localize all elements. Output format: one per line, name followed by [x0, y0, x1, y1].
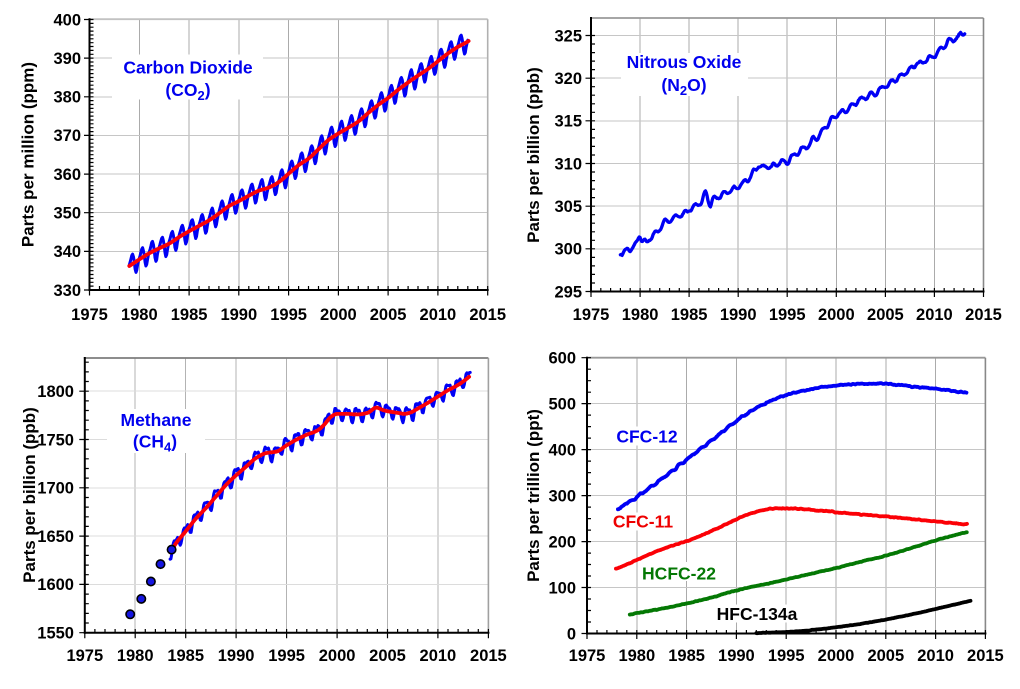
- svg-text:1985: 1985: [671, 306, 708, 324]
- svg-text:2005: 2005: [370, 306, 407, 324]
- svg-text:1980: 1980: [622, 306, 659, 324]
- svg-text:340: 340: [53, 243, 81, 261]
- svg-text:330: 330: [53, 282, 81, 300]
- svg-text:Parts per billion (ppb): Parts per billion (ppb): [524, 67, 543, 243]
- svg-text:400: 400: [53, 11, 81, 29]
- svg-text:1990: 1990: [718, 647, 755, 665]
- svg-text:2000: 2000: [818, 647, 855, 665]
- svg-text:500: 500: [548, 395, 576, 413]
- svg-text:350: 350: [53, 205, 81, 223]
- svg-text:2010: 2010: [916, 306, 953, 324]
- svg-text:Parts per trillion (ppt): Parts per trillion (ppt): [524, 409, 543, 582]
- svg-text:2015: 2015: [470, 647, 507, 665]
- svg-text:360: 360: [53, 166, 81, 184]
- svg-text:2015: 2015: [469, 306, 506, 324]
- svg-text:1980: 1980: [117, 647, 154, 665]
- svg-text:Carbon Dioxide: Carbon Dioxide: [123, 58, 253, 78]
- svg-text:310: 310: [554, 155, 582, 173]
- svg-text:1995: 1995: [769, 306, 806, 324]
- svg-text:CFC-11: CFC-11: [613, 512, 674, 532]
- svg-text:200: 200: [548, 533, 576, 551]
- svg-text:1975: 1975: [569, 647, 606, 665]
- svg-text:2000: 2000: [319, 647, 356, 665]
- svg-text:Parts per million (ppm): Parts per million (ppm): [19, 62, 38, 247]
- svg-text:(CO2): (CO2): [165, 80, 210, 103]
- svg-text:2000: 2000: [320, 306, 357, 324]
- svg-text:1995: 1995: [268, 647, 305, 665]
- svg-text:1975: 1975: [71, 306, 108, 324]
- svg-text:1600: 1600: [37, 576, 74, 594]
- svg-text:2010: 2010: [917, 647, 954, 665]
- svg-text:600: 600: [548, 350, 576, 368]
- svg-text:1975: 1975: [66, 647, 103, 665]
- svg-text:Parts per billion (ppb): Parts per billion (ppb): [20, 407, 39, 583]
- svg-text:1990: 1990: [720, 306, 757, 324]
- svg-text:1700: 1700: [37, 480, 74, 498]
- svg-text:Nitrous Oxide: Nitrous Oxide: [627, 52, 742, 72]
- svg-text:2010: 2010: [420, 647, 457, 665]
- svg-text:400: 400: [548, 441, 576, 459]
- svg-text:1985: 1985: [171, 306, 208, 324]
- svg-text:HFC-134a: HFC-134a: [717, 604, 798, 624]
- svg-text:1800: 1800: [37, 383, 74, 401]
- svg-text:2015: 2015: [967, 647, 1004, 665]
- svg-text:320: 320: [554, 70, 582, 88]
- svg-text:1550: 1550: [37, 625, 74, 643]
- svg-text:305: 305: [554, 198, 582, 216]
- svg-text:CFC-12: CFC-12: [616, 427, 678, 447]
- svg-text:315: 315: [554, 113, 582, 131]
- svg-text:2005: 2005: [867, 306, 904, 324]
- svg-text:Methane: Methane: [121, 410, 192, 430]
- svg-text:1995: 1995: [270, 306, 307, 324]
- svg-text:300: 300: [548, 487, 576, 505]
- svg-text:2000: 2000: [818, 306, 855, 324]
- svg-text:295: 295: [554, 283, 582, 301]
- svg-text:2005: 2005: [867, 647, 904, 665]
- svg-text:380: 380: [53, 89, 81, 107]
- svg-text:1750: 1750: [37, 431, 74, 449]
- svg-text:1650: 1650: [37, 528, 74, 546]
- svg-text:1980: 1980: [121, 306, 158, 324]
- svg-text:325: 325: [554, 27, 582, 45]
- svg-text:2010: 2010: [420, 306, 457, 324]
- svg-text:100: 100: [548, 579, 576, 597]
- svg-text:1985: 1985: [167, 647, 204, 665]
- svg-text:2005: 2005: [369, 647, 406, 665]
- svg-text:(CH4): (CH4): [133, 432, 177, 455]
- svg-text:HCFC-22: HCFC-22: [642, 564, 716, 584]
- svg-text:1990: 1990: [218, 647, 255, 665]
- svg-text:1975: 1975: [573, 306, 610, 324]
- svg-text:1995: 1995: [768, 647, 805, 665]
- svg-text:370: 370: [53, 127, 81, 145]
- svg-text:2015: 2015: [965, 306, 1002, 324]
- svg-text:300: 300: [554, 241, 582, 259]
- svg-text:1980: 1980: [618, 647, 655, 665]
- svg-text:1985: 1985: [668, 647, 705, 665]
- svg-text:1990: 1990: [220, 306, 257, 324]
- svg-text:390: 390: [53, 50, 81, 68]
- svg-text:(N2O): (N2O): [661, 75, 706, 98]
- svg-text:0: 0: [567, 625, 576, 643]
